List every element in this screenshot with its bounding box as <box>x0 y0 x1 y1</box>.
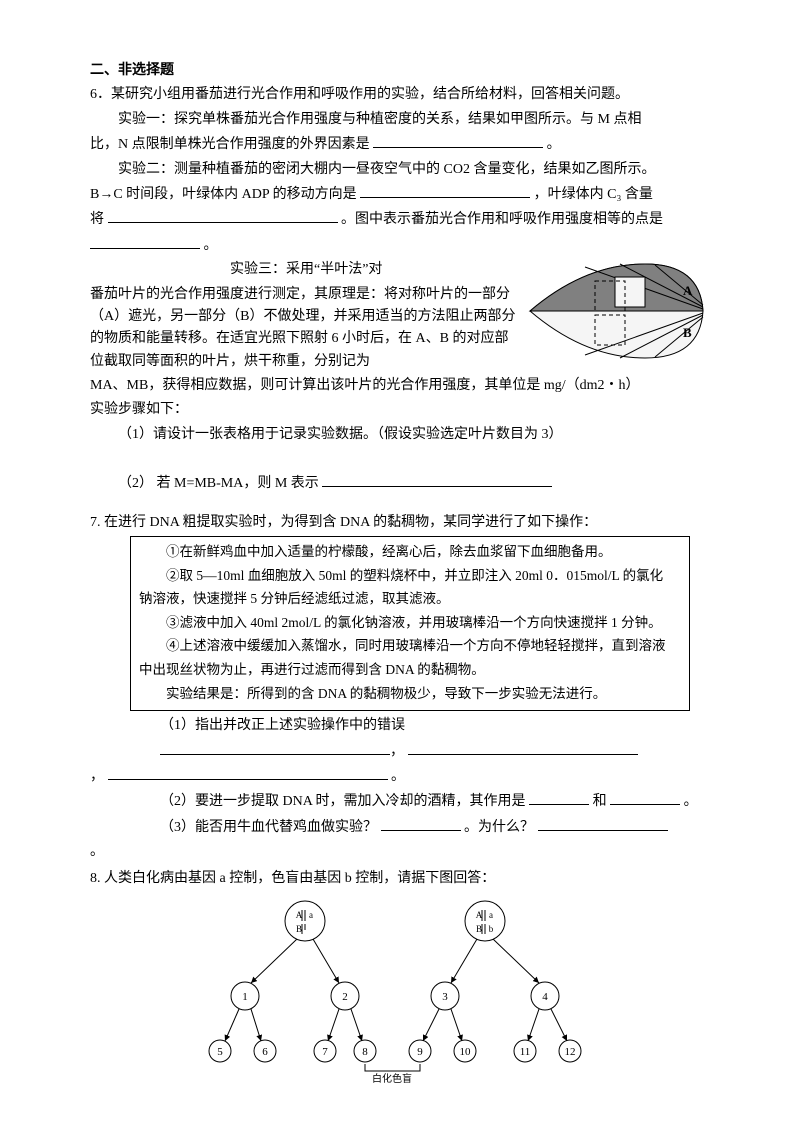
svg-text:8: 8 <box>362 1046 368 1058</box>
q7-s1: （1）指出并改正上述实验操作中的错误 <box>90 715 710 737</box>
q7-trailing: 。 <box>90 841 710 863</box>
blank <box>529 790 589 805</box>
blank <box>90 234 200 249</box>
svg-text:4: 4 <box>542 991 548 1003</box>
svg-text:12: 12 <box>565 1046 576 1058</box>
q7-b1: ①在新鲜鸡血中加入适量的柠檬酸，经离心后，除去血浆留下血细胞备用。 <box>139 541 681 563</box>
blank <box>381 816 461 831</box>
blank <box>108 765 388 780</box>
svg-text:3: 3 <box>442 991 448 1003</box>
svg-text:2: 2 <box>342 991 348 1003</box>
punct: 。 <box>204 238 218 253</box>
svg-text:1: 1 <box>242 991 248 1003</box>
section-title: 二、非选择题 <box>90 60 710 82</box>
q6-exp3-tail: MA、MB，获得相应数据，则可计算出该叶片的光合作用强度，其单位是 mg/（dm… <box>90 375 710 397</box>
blank <box>408 740 638 755</box>
blank <box>160 740 390 755</box>
q7-stem: 7. 在进行 DNA 粗提取实验时，为得到含 DNA 的黏稠物，某同学进行了如下… <box>90 512 710 534</box>
svg-text:b: b <box>489 924 494 934</box>
punct: 。 <box>547 137 561 152</box>
q6-exp1-text: 比，N 点限制单株光合作用强度的外界因素是 <box>90 137 370 152</box>
q6-exp2-line3: 将 。图中表示番茄光合作用和呼吸作用强度相等的点是 <box>90 208 710 231</box>
text: （2） 若 M=MB-MA，则 M 表示 <box>118 476 319 491</box>
q7-s2: （2）要进一步提取 DNA 时，需加入冷却的酒精，其作用是 和 。 <box>90 790 710 813</box>
q8-stem: 8. 人类白化病由基因 a 控制，色盲由基因 b 控制，请据下图回答： <box>90 868 710 890</box>
q7-b2a: ②取 5—10ml 血细胞放入 50ml 的塑料烧杯中，并立即注入 20ml 0… <box>139 565 681 587</box>
question-7: 7. 在进行 DNA 粗提取实验时，为得到含 DNA 的黏稠物，某同学进行了如下… <box>90 512 710 864</box>
blank <box>538 816 668 831</box>
blank <box>322 472 552 487</box>
q6-exp2-line4: 。 <box>90 234 710 257</box>
text: 和 <box>593 794 607 809</box>
q7-blank-row1: ， <box>90 740 710 763</box>
text: 。图中表示番茄光合作用和呼吸作用强度相等的点是 <box>341 212 663 227</box>
q7-b4b: 中出现丝状物为止，再进行过滤而得到含 DNA 的黏稠物。 <box>139 659 681 681</box>
blank <box>610 790 680 805</box>
svg-text:5: 5 <box>217 1046 223 1058</box>
text: 。为什么？ <box>464 820 534 835</box>
text: （3）能否用牛血代替鸡血做实验？ <box>160 820 377 835</box>
svg-text:a: a <box>309 910 313 920</box>
svg-text:9: 9 <box>417 1046 423 1058</box>
punct: 。 <box>684 794 698 809</box>
leaf-label-b: B <box>683 325 692 340</box>
leaf-label-a: A <box>683 283 693 298</box>
svg-text:B: B <box>476 924 482 934</box>
blank <box>360 183 530 198</box>
question-6: 6．某研究小组用番茄进行光合作用和呼吸作用的实验，结合所给材料，回答相关问题。 … <box>90 84 710 495</box>
text: ，叶绿体内 C₃ 含量 <box>534 187 653 202</box>
q6-stem: 6．某研究小组用番茄进行光合作用和呼吸作用的实验，结合所给材料，回答相关问题。 <box>90 84 710 106</box>
pedigree-diagram: Aa B Aa Bb 12 34 56 78 910 1112 白化色盲 <box>185 896 615 1086</box>
q7-s3: （3）能否用牛血代替鸡血做实验？ 。为什么？ <box>90 816 710 839</box>
svg-text:a: a <box>489 910 493 920</box>
pedigree-condition-label: 白化色盲 <box>372 1072 412 1085</box>
svg-text:B: B <box>296 924 302 934</box>
q7-b3: ③滤液中加入 40ml 2mol/L 的氯化钠溶液，并用玻璃棒沿一个方向快速搅拌… <box>139 612 681 634</box>
q6-exp1-line2: 比，N 点限制单株光合作用强度的外界因素是 。 <box>90 133 710 156</box>
q7-b5: 实验结果是：所得到的含 DNA 的黏稠物极少，导致下一步实验无法进行。 <box>139 683 681 705</box>
blank <box>108 208 338 223</box>
q7-procedure-box: ①在新鲜鸡血中加入适量的柠檬酸，经离心后，除去血浆留下血细胞备用。 ②取 5—1… <box>130 536 690 711</box>
svg-text:7: 7 <box>322 1046 328 1058</box>
blank <box>373 133 543 148</box>
svg-text:6: 6 <box>262 1046 268 1058</box>
text: （2）要进一步提取 DNA 时，需加入冷却的酒精，其作用是 <box>160 794 526 809</box>
text: 将 <box>90 212 104 227</box>
svg-text:10: 10 <box>460 1046 472 1058</box>
text: B→C 时间段，叶绿体内 ADP 的移动方向是 <box>90 187 357 202</box>
q7-blank-row2: ， 。 <box>90 765 710 788</box>
q6-exp1-line1: 实验一：探究单株番茄光合作用强度与种植密度的关系，结果如甲图所示。与 M 点相 <box>90 109 710 131</box>
q7-b2b: 钠溶液，快速搅拌 5 分钟后经滤纸过滤，取其滤液。 <box>139 588 681 610</box>
q7-b4a: ④上述溶液中缓缓加入蒸馏水，同时用玻璃棒沿一个方向不停地轻轻搅拌，直到溶液 <box>139 635 681 657</box>
punct: 。 <box>391 769 405 784</box>
q6-exp2-line1: 实验二：测量种植番茄的密闭大棚内一昼夜空气中的 CO2 含量变化，结果如乙图所示… <box>90 159 710 181</box>
svg-text:11: 11 <box>520 1046 531 1058</box>
q6-step2: （2） 若 M=MB-MA，则 M 表示 <box>90 472 710 495</box>
leaf-diagram: A B <box>525 259 710 364</box>
q6-steps: 实验步骤如下： <box>90 399 710 421</box>
q6-step1: （1）请设计一张表格用于记录实验数据。（假设实验选定叶片数目为 3） <box>90 424 710 446</box>
question-8: 8. 人类白化病由基因 a 控制，色盲由基因 b 控制，请据下图回答： <box>90 868 710 1086</box>
q6-exp2-line2: B→C 时间段，叶绿体内 ADP 的移动方向是 ，叶绿体内 C₃ 含量 <box>90 183 710 206</box>
